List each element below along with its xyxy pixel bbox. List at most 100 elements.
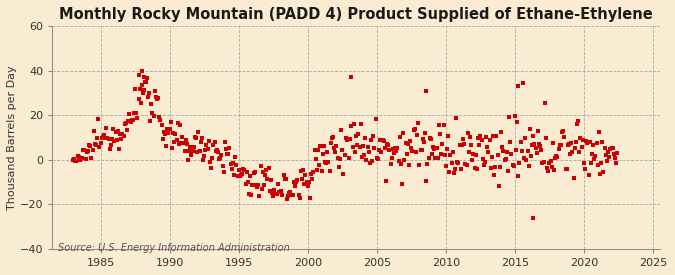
Point — [500, 157, 511, 162]
Point — [193, 130, 204, 134]
Point — [475, 134, 486, 138]
Point — [109, 139, 119, 144]
Point — [190, 134, 200, 139]
Point — [275, 190, 286, 194]
Point — [267, 191, 277, 196]
Point — [144, 91, 155, 95]
Point — [425, 137, 436, 142]
Point — [159, 132, 170, 136]
Point — [216, 153, 227, 157]
Point — [612, 151, 623, 155]
Point — [101, 126, 112, 131]
Point — [279, 177, 290, 181]
Point — [446, 161, 457, 165]
Point — [464, 150, 475, 154]
Point — [217, 164, 228, 169]
Point — [148, 114, 159, 118]
Point — [177, 135, 188, 139]
Point — [474, 142, 485, 147]
Point — [242, 170, 252, 174]
Point — [448, 150, 458, 154]
Point — [121, 120, 132, 125]
Point — [497, 145, 508, 149]
Point — [493, 184, 504, 188]
Point — [139, 88, 150, 93]
Point — [472, 166, 483, 171]
Point — [128, 111, 139, 115]
Point — [562, 142, 573, 147]
Point — [534, 142, 545, 146]
Point — [399, 158, 410, 163]
Point — [331, 143, 342, 148]
Point — [298, 168, 308, 172]
Point — [456, 143, 467, 147]
Point — [286, 193, 297, 197]
Point — [141, 76, 152, 81]
Point — [308, 170, 319, 174]
Point — [351, 134, 362, 138]
Point — [376, 150, 387, 154]
Point — [527, 216, 538, 220]
Point — [462, 131, 473, 135]
Point — [387, 147, 398, 151]
Point — [483, 149, 494, 154]
Point — [389, 151, 400, 155]
Point — [379, 146, 390, 151]
Point — [259, 182, 269, 187]
Point — [498, 149, 509, 153]
Point — [595, 172, 605, 177]
Point — [499, 158, 510, 163]
Point — [515, 140, 526, 144]
Point — [429, 146, 439, 151]
Point — [242, 179, 253, 184]
Point — [366, 138, 377, 142]
Point — [524, 127, 535, 131]
Point — [382, 142, 393, 146]
Point — [423, 156, 434, 160]
Point — [567, 150, 578, 155]
Point — [438, 123, 449, 127]
Point — [234, 167, 244, 172]
Point — [317, 152, 328, 156]
Point — [378, 139, 389, 143]
Point — [156, 123, 167, 128]
Point — [213, 150, 223, 154]
Point — [278, 172, 289, 177]
Point — [245, 174, 256, 178]
Point — [165, 120, 176, 125]
Point — [420, 131, 431, 135]
Point — [99, 133, 109, 137]
Point — [140, 80, 151, 84]
Point — [290, 184, 300, 188]
Point — [416, 147, 427, 152]
Title: Monthly Rocky Mountain (PADD 4) Product Supplied of Ethane-Ethylene: Monthly Rocky Mountain (PADD 4) Product … — [59, 7, 653, 22]
Point — [152, 97, 163, 101]
Point — [469, 166, 480, 170]
Point — [408, 128, 419, 132]
Point — [262, 177, 273, 181]
Text: Source: U.S. Energy Information Administration: Source: U.S. Energy Information Administ… — [58, 243, 290, 254]
Point — [260, 172, 271, 177]
Point — [257, 170, 268, 174]
Point — [566, 141, 576, 145]
Point — [599, 146, 610, 150]
Point — [229, 173, 240, 178]
Point — [385, 161, 396, 166]
Point — [440, 163, 451, 168]
Point — [105, 143, 116, 148]
Point — [374, 148, 385, 152]
Point — [263, 166, 274, 170]
Point — [97, 136, 107, 141]
Point — [157, 137, 168, 142]
Point — [520, 136, 531, 140]
Point — [276, 189, 287, 193]
Point — [319, 160, 330, 164]
Point — [337, 147, 348, 152]
Point — [218, 170, 229, 174]
Point — [144, 118, 155, 123]
Point — [407, 149, 418, 153]
Point — [467, 158, 478, 163]
Point — [313, 148, 323, 152]
Point — [183, 158, 194, 162]
Point — [528, 134, 539, 139]
